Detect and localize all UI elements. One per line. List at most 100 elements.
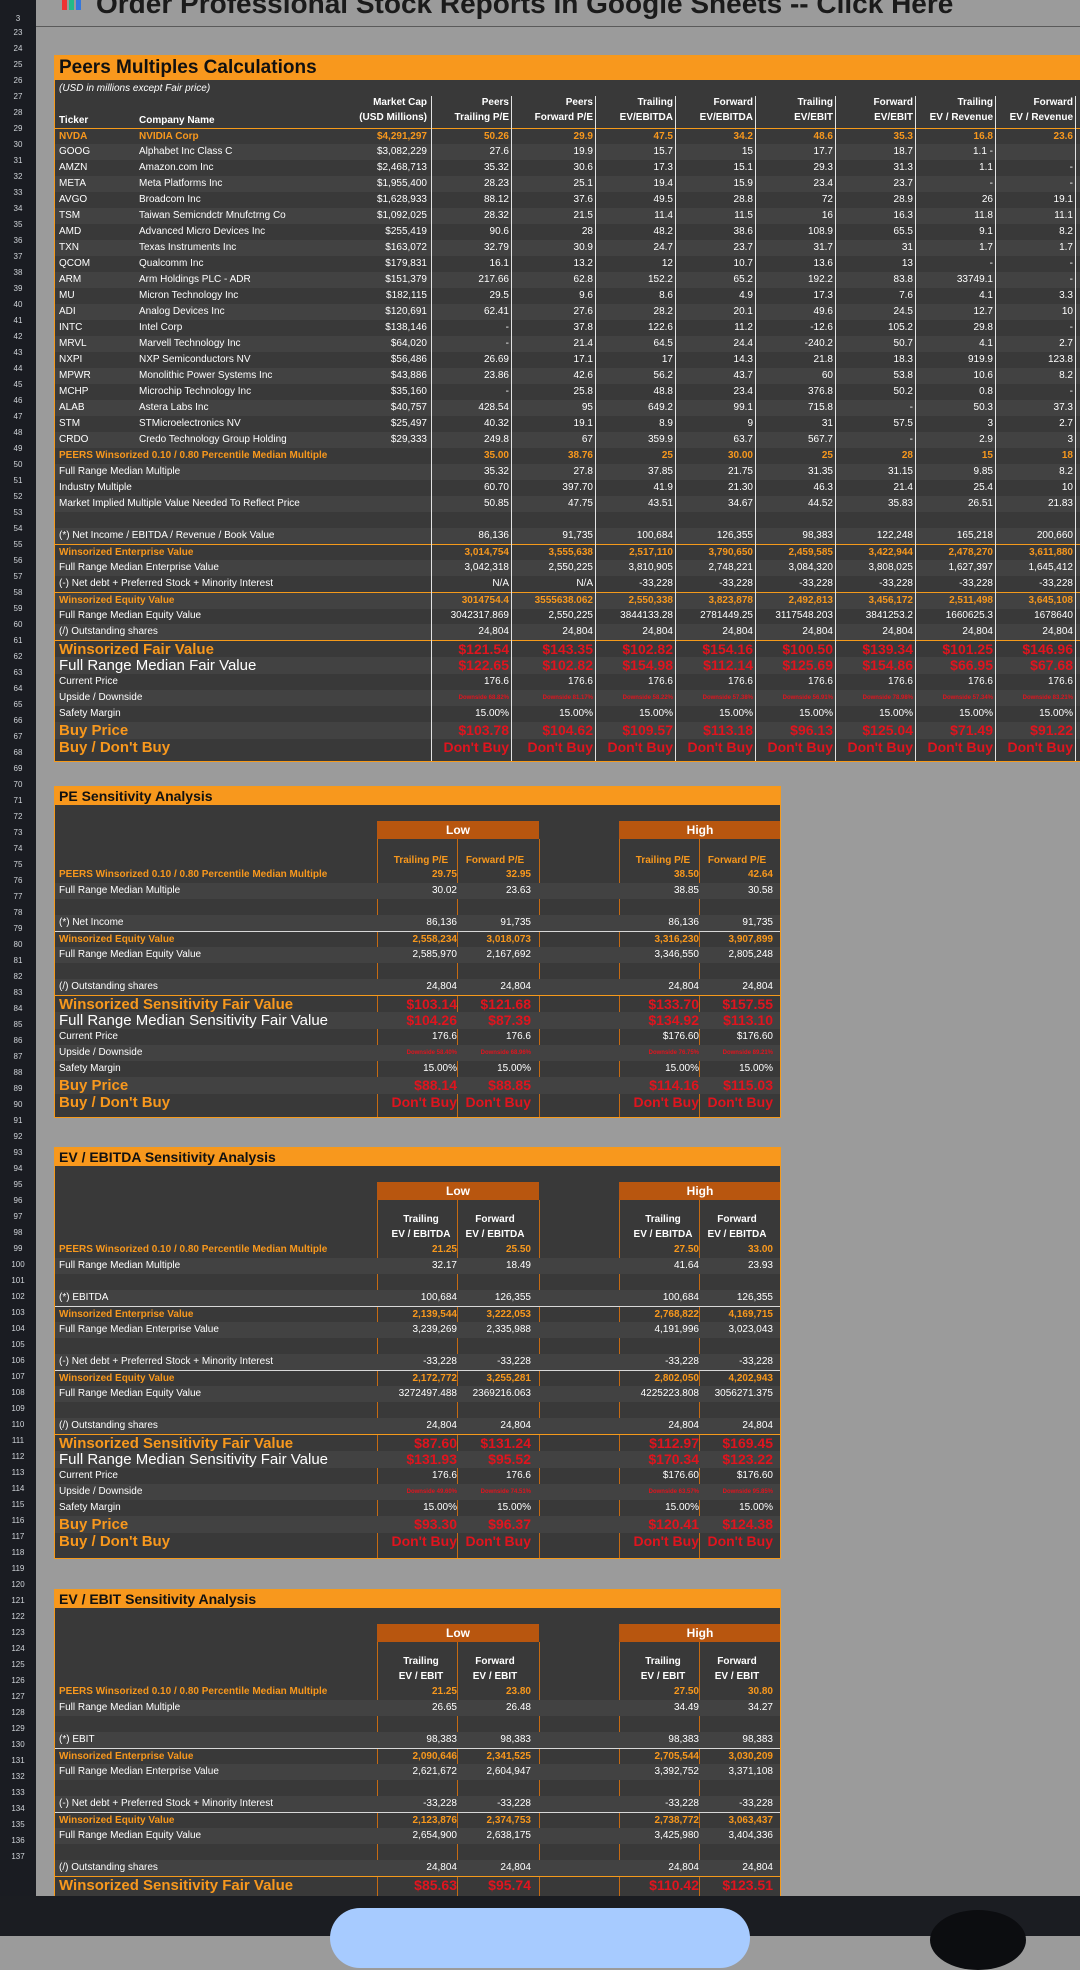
value-cell[interactable]: 56.2 [653, 370, 673, 381]
row-number[interactable]: 114 [11, 1484, 25, 1493]
value-cell[interactable]: 10.7 [733, 258, 753, 269]
column-header[interactable]: EV / Revenue [929, 112, 993, 123]
row-number[interactable]: 73 [13, 828, 23, 837]
value-cell[interactable]: 24,804 [668, 1862, 699, 1873]
value-cell[interactable]: 2,604,947 [486, 1766, 532, 1777]
value-cell[interactable]: 2781449.25 [700, 610, 753, 621]
value-cell[interactable]: $4,291,297 [376, 131, 427, 142]
table-row[interactable]: META Meta Platforms Inc $1,955,400 28.23 25.… [55, 176, 1080, 192]
row-number[interactable]: 41 [13, 316, 23, 325]
row-number[interactable]: 128 [11, 1708, 25, 1717]
value-cell[interactable]: 4.1 [979, 290, 993, 301]
row-number[interactable]: 94 [13, 1164, 23, 1173]
value-cell[interactable]: 24,804 [668, 1420, 699, 1431]
ticker-cell[interactable]: TXN [59, 242, 79, 253]
value-cell[interactable]: $131.93 [406, 1451, 457, 1467]
value-cell[interactable]: 24,804 [742, 981, 773, 992]
value-cell[interactable]: 649.2 [647, 402, 673, 413]
value-cell[interactable]: - [1069, 274, 1073, 285]
value-cell[interactable]: 27.8 [573, 466, 593, 477]
value-cell[interactable] [459, 963, 531, 979]
value-cell[interactable]: 28.8 [733, 194, 753, 205]
value-cell[interactable] [627, 1274, 699, 1290]
table-row[interactable]: AMZN Amazon.com Inc $2,468,713 35.32 30.6 17.… [55, 160, 1080, 176]
value-cell[interactable]: 18.3 [893, 354, 913, 365]
value-cell[interactable]: 15.00% [423, 1502, 457, 1513]
value-cell[interactable]: 428.54 [478, 402, 509, 413]
value-cell[interactable]: 100,684 [662, 1292, 699, 1303]
value-cell[interactable] [917, 512, 993, 528]
value-cell[interactable]: 34.27 [747, 1702, 773, 1713]
value-cell[interactable]: 24,804 [500, 981, 531, 992]
value-cell[interactable] [385, 1274, 457, 1290]
row-number[interactable]: 111 [11, 1436, 25, 1445]
value-cell[interactable]: -12.6 [810, 322, 833, 333]
column-header[interactable]: Trailing P/E [635, 855, 691, 866]
value-cell[interactable]: 11.4 [654, 210, 673, 221]
row-number[interactable]: 133 [11, 1788, 25, 1797]
value-cell[interactable]: 37.8 [573, 322, 593, 333]
value-cell[interactable]: 2,738,772 [654, 1815, 700, 1826]
value-cell[interactable] [627, 963, 699, 979]
sensitivity-row[interactable]: Current Price 176.6 176.6 $176.60 $176.60 [55, 1029, 780, 1045]
value-cell[interactable]: $95.52 [488, 1451, 531, 1467]
column-header[interactable]: Forward [1033, 97, 1073, 108]
value-cell[interactable]: 2,335,988 [486, 1324, 532, 1335]
value-cell[interactable]: 3,030,209 [728, 1751, 774, 1762]
value-cell[interactable]: 17.7 [813, 146, 833, 157]
sensitivity-row[interactable]: (/) Outstanding shares 24,804 24,804 24,804… [55, 1418, 780, 1434]
value-cell[interactable]: 24,804 [426, 1420, 457, 1431]
value-cell[interactable]: 176.6 [967, 676, 993, 687]
value-cell[interactable]: -33,228 [719, 578, 753, 589]
column-header[interactable]: Market Cap [373, 97, 427, 108]
row-number[interactable]: 32 [13, 172, 23, 181]
value-cell[interactable]: 108.9 [807, 226, 833, 237]
value-cell[interactable]: $113.18 [703, 722, 753, 738]
summary-row[interactable]: Buy / Don't Buy Don't Buy Don't Buy Don't B… [55, 739, 1080, 756]
value-cell[interactable]: 176.6 [887, 676, 913, 687]
sensitivity-row[interactable]: Winsorized Equity Value 2,123,876 2,374,75… [55, 1812, 780, 1829]
column-header[interactable]: EV/EBIT [874, 112, 913, 123]
value-cell[interactable]: 11.8 [974, 210, 993, 221]
value-cell[interactable]: 19.1 [573, 418, 593, 429]
value-cell[interactable]: $93.30 [414, 1516, 457, 1532]
row-number[interactable]: 129 [11, 1724, 25, 1733]
value-cell[interactable]: 4,202,943 [728, 1373, 774, 1384]
column-header[interactable]: Trailing [403, 1656, 439, 1667]
summary-row[interactable]: Industry Multiple 60.70 397.70 41.9 21.30 46.… [55, 480, 1080, 496]
value-cell[interactable]: 3,316,230 [654, 934, 700, 945]
value-cell[interactable]: 24,804 [562, 626, 593, 637]
ticker-cell[interactable]: MU [59, 290, 75, 301]
value-cell[interactable] [701, 1402, 773, 1418]
value-cell[interactable]: Don't Buy [707, 1533, 773, 1549]
sensitivity-row[interactable] [55, 963, 780, 979]
value-cell[interactable] [627, 1338, 699, 1354]
row-number[interactable]: 105 [11, 1340, 25, 1349]
value-cell[interactable]: 3,063,437 [728, 1815, 774, 1826]
row-number[interactable]: 64 [13, 684, 23, 693]
value-cell[interactable]: 16.1 [489, 258, 509, 269]
column-header[interactable]: Trailing [957, 97, 993, 108]
value-cell[interactable]: 10 [1061, 306, 1073, 317]
value-cell[interactable]: 2,802,050 [654, 1373, 700, 1384]
value-cell[interactable]: 3,404,336 [728, 1830, 774, 1841]
row-number[interactable]: 88 [13, 1068, 23, 1077]
column-header[interactable]: Forward [717, 1214, 757, 1225]
value-cell[interactable]: $71.49 [950, 722, 993, 738]
value-cell[interactable]: 30.6 [573, 162, 593, 173]
value-cell[interactable]: 3,018,073 [486, 934, 532, 945]
value-cell[interactable]: 3042317.869 [450, 610, 509, 621]
value-cell[interactable] [701, 1338, 773, 1354]
value-cell[interactable]: 44.52 [807, 498, 833, 509]
column-header[interactable]: Forward P/E [465, 855, 525, 866]
value-cell[interactable]: 18 [1061, 450, 1073, 461]
row-number[interactable]: 125 [11, 1660, 25, 1669]
row-number[interactable]: 107 [11, 1372, 25, 1381]
value-cell[interactable]: 2,123,876 [412, 1815, 458, 1826]
value-cell[interactable]: Downside 95.85% [722, 1489, 773, 1495]
value-cell[interactable]: 3,790,650 [708, 547, 754, 558]
company-name-cell[interactable]: Intel Corp [139, 322, 183, 333]
value-cell[interactable]: -33,228 [799, 578, 833, 589]
value-cell[interactable]: 34.67 [727, 498, 753, 509]
row-number[interactable]: 113 [11, 1468, 25, 1477]
